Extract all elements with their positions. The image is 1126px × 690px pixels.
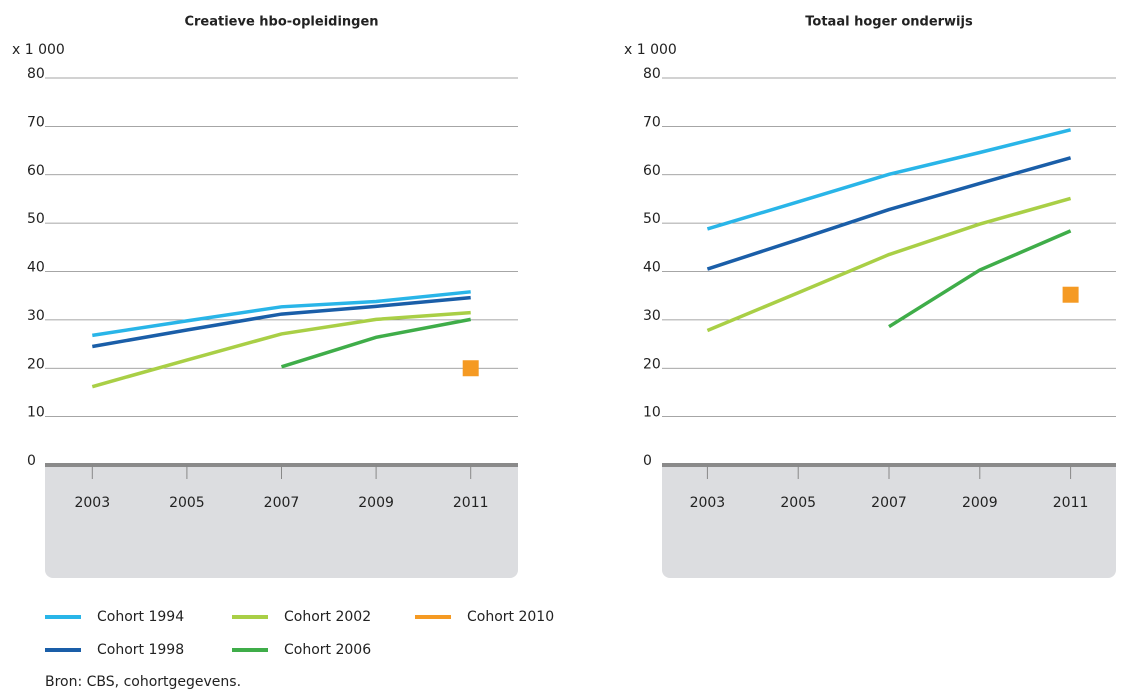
y-tick-label: 50 xyxy=(27,211,45,227)
y-tick-label: 10 xyxy=(643,405,661,421)
y-tick-label: 0 xyxy=(643,453,652,469)
series-line xyxy=(91,310,471,389)
y-tick-label: 50 xyxy=(643,211,661,227)
x-tick-label: 2009 xyxy=(962,495,998,511)
y-tick-label: 40 xyxy=(643,260,661,276)
series-line xyxy=(706,156,1072,271)
y-tick-label: 10 xyxy=(27,405,45,421)
axis-panel xyxy=(662,465,1116,578)
legend-label: Cohort 2006 xyxy=(284,642,371,658)
chart-title: Totaal hoger onderwijs xyxy=(805,15,973,30)
y-tick-label: 80 xyxy=(643,66,661,82)
y-tick-label: 20 xyxy=(27,356,45,372)
y-unit-label: x 1 000 xyxy=(624,42,677,58)
legend-label: Cohort 2010 xyxy=(467,609,554,625)
y-tick-label: 0 xyxy=(27,453,36,469)
y-tick-label: 80 xyxy=(27,66,45,82)
x-tick-label: 2005 xyxy=(780,495,816,511)
x-tick-label: 2009 xyxy=(358,495,394,511)
y-unit-label: x 1 000 xyxy=(12,42,65,58)
y-tick-label: 30 xyxy=(27,308,45,324)
legend-label: Cohort 1998 xyxy=(97,642,184,658)
x-tick-label: 2011 xyxy=(1053,495,1089,511)
x-tick-label: 2011 xyxy=(453,495,489,511)
y-tick-label: 60 xyxy=(27,163,45,179)
series-line xyxy=(706,196,1072,333)
series-line xyxy=(280,317,472,369)
point-marker xyxy=(462,360,479,377)
y-tick-label: 40 xyxy=(27,260,45,276)
y-tick-label: 30 xyxy=(643,308,661,324)
x-tick-label: 2007 xyxy=(871,495,907,511)
y-tick-label: 60 xyxy=(643,163,661,179)
series-line xyxy=(888,229,1072,329)
x-tick-label: 2007 xyxy=(264,495,300,511)
axis-panel xyxy=(45,465,518,578)
point-marker xyxy=(1062,286,1079,303)
x-tick-label: 2003 xyxy=(690,495,726,511)
chart-title: Creatieve hbo-opleidingen xyxy=(184,15,378,30)
y-tick-label: 70 xyxy=(643,114,661,130)
legend-label: Cohort 1994 xyxy=(97,609,184,625)
x-tick-label: 2003 xyxy=(74,495,110,511)
legend-label: Cohort 2002 xyxy=(284,609,371,625)
y-tick-label: 70 xyxy=(27,114,45,130)
x-tick-label: 2005 xyxy=(169,495,205,511)
series-line xyxy=(92,295,471,349)
y-tick-label: 20 xyxy=(643,356,661,372)
series-line xyxy=(706,128,1072,231)
source-note: Bron: CBS, cohortgegevens. xyxy=(45,674,241,690)
series-line xyxy=(92,290,471,338)
